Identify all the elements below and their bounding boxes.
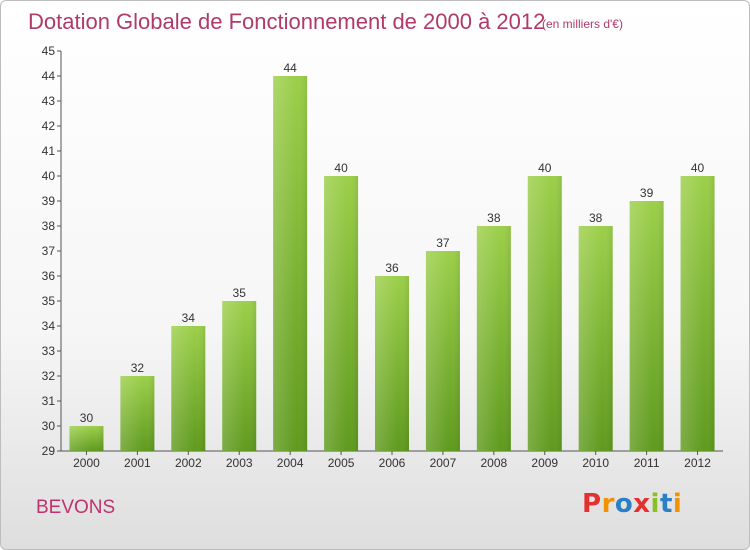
x-tick-label: 2012 — [684, 456, 711, 470]
y-tick-label: 34 — [42, 319, 56, 333]
x-tick-label: 2008 — [480, 456, 507, 470]
y-tick-label: 42 — [42, 119, 56, 133]
labels: 29 30 31 32 33 34 35 36 37 38 39 40 41 42 43 44 45 2000 30… — [42, 44, 712, 470]
bar-shade — [69, 426, 104, 451]
x-tick-label: 2007 — [430, 456, 457, 470]
x-tick-label: 2005 — [328, 456, 355, 470]
x-tick-label: 2002 — [175, 456, 202, 470]
y-tick-label: 29 — [42, 444, 56, 458]
x-tick-label: 2006 — [379, 456, 406, 470]
data-label: 40 — [538, 161, 552, 175]
y-tick-label: 32 — [42, 369, 56, 383]
bar-shade — [578, 226, 613, 451]
bar-shade — [375, 276, 409, 451]
logo-letter: t — [659, 489, 673, 519]
x-tick-label: 2010 — [582, 456, 609, 470]
logo-letter: r — [601, 489, 615, 519]
y-tick-label: 31 — [42, 394, 56, 408]
x-tick-label: 2011 — [634, 456, 660, 470]
bar-shade — [273, 76, 308, 451]
y-tick-label: 44 — [42, 69, 56, 83]
logo-letter: i — [672, 489, 683, 519]
x-tick-label: 2000 — [73, 456, 100, 470]
chart-unit: (en milliers d'€) — [542, 17, 623, 31]
y-tick-label: 36 — [42, 269, 56, 283]
data-label: 39 — [640, 186, 654, 200]
commune-name: BEVONS — [36, 497, 116, 518]
x-tick-label: 2003 — [226, 456, 253, 470]
data-label: 30 — [80, 411, 94, 425]
bar-shade — [476, 226, 511, 451]
y-tick-label: 43 — [42, 94, 56, 108]
data-label: 35 — [233, 286, 247, 300]
y-tick-label: 41 — [42, 144, 56, 158]
data-label: 40 — [691, 161, 705, 175]
bar-shade — [222, 301, 257, 451]
proxiti-logo: Proxiti — [582, 489, 682, 519]
bar-shade — [425, 251, 460, 451]
data-label: 40 — [334, 161, 348, 175]
bar-shade — [171, 326, 206, 451]
x-tick-label: 2004 — [277, 456, 304, 470]
logo-letter: o — [614, 489, 634, 519]
y-tick-label: 45 — [42, 44, 56, 58]
bar-shade — [324, 176, 359, 451]
y-tick-label: 38 — [42, 219, 56, 233]
data-label: 34 — [182, 311, 196, 325]
data-label: 38 — [589, 211, 603, 225]
y-tick-label: 33 — [42, 344, 56, 358]
data-label: 37 — [436, 236, 450, 250]
x-tick-label: 2009 — [531, 456, 558, 470]
bar-shade — [680, 176, 715, 451]
bar-shade — [527, 176, 562, 451]
data-label: 38 — [487, 211, 501, 225]
logo-letter: i — [650, 489, 660, 519]
data-label: 32 — [131, 361, 145, 375]
x-tick-label: 2001 — [124, 456, 151, 470]
logo-letter: x — [633, 489, 651, 519]
logo-letter: P — [582, 489, 602, 519]
chart-title: Dotation Globale de Fonctionnement de 20… — [28, 9, 546, 34]
bars — [69, 76, 715, 451]
bar-shade — [120, 376, 155, 451]
y-tick-label: 30 — [42, 419, 56, 433]
y-tick-label: 35 — [42, 294, 56, 308]
y-tick-label: 40 — [42, 169, 56, 183]
data-label: 44 — [283, 61, 297, 75]
y-tick-label: 37 — [42, 244, 56, 258]
data-label: 36 — [385, 261, 399, 275]
bar-shade — [629, 201, 664, 451]
y-tick-label: 39 — [42, 194, 56, 208]
